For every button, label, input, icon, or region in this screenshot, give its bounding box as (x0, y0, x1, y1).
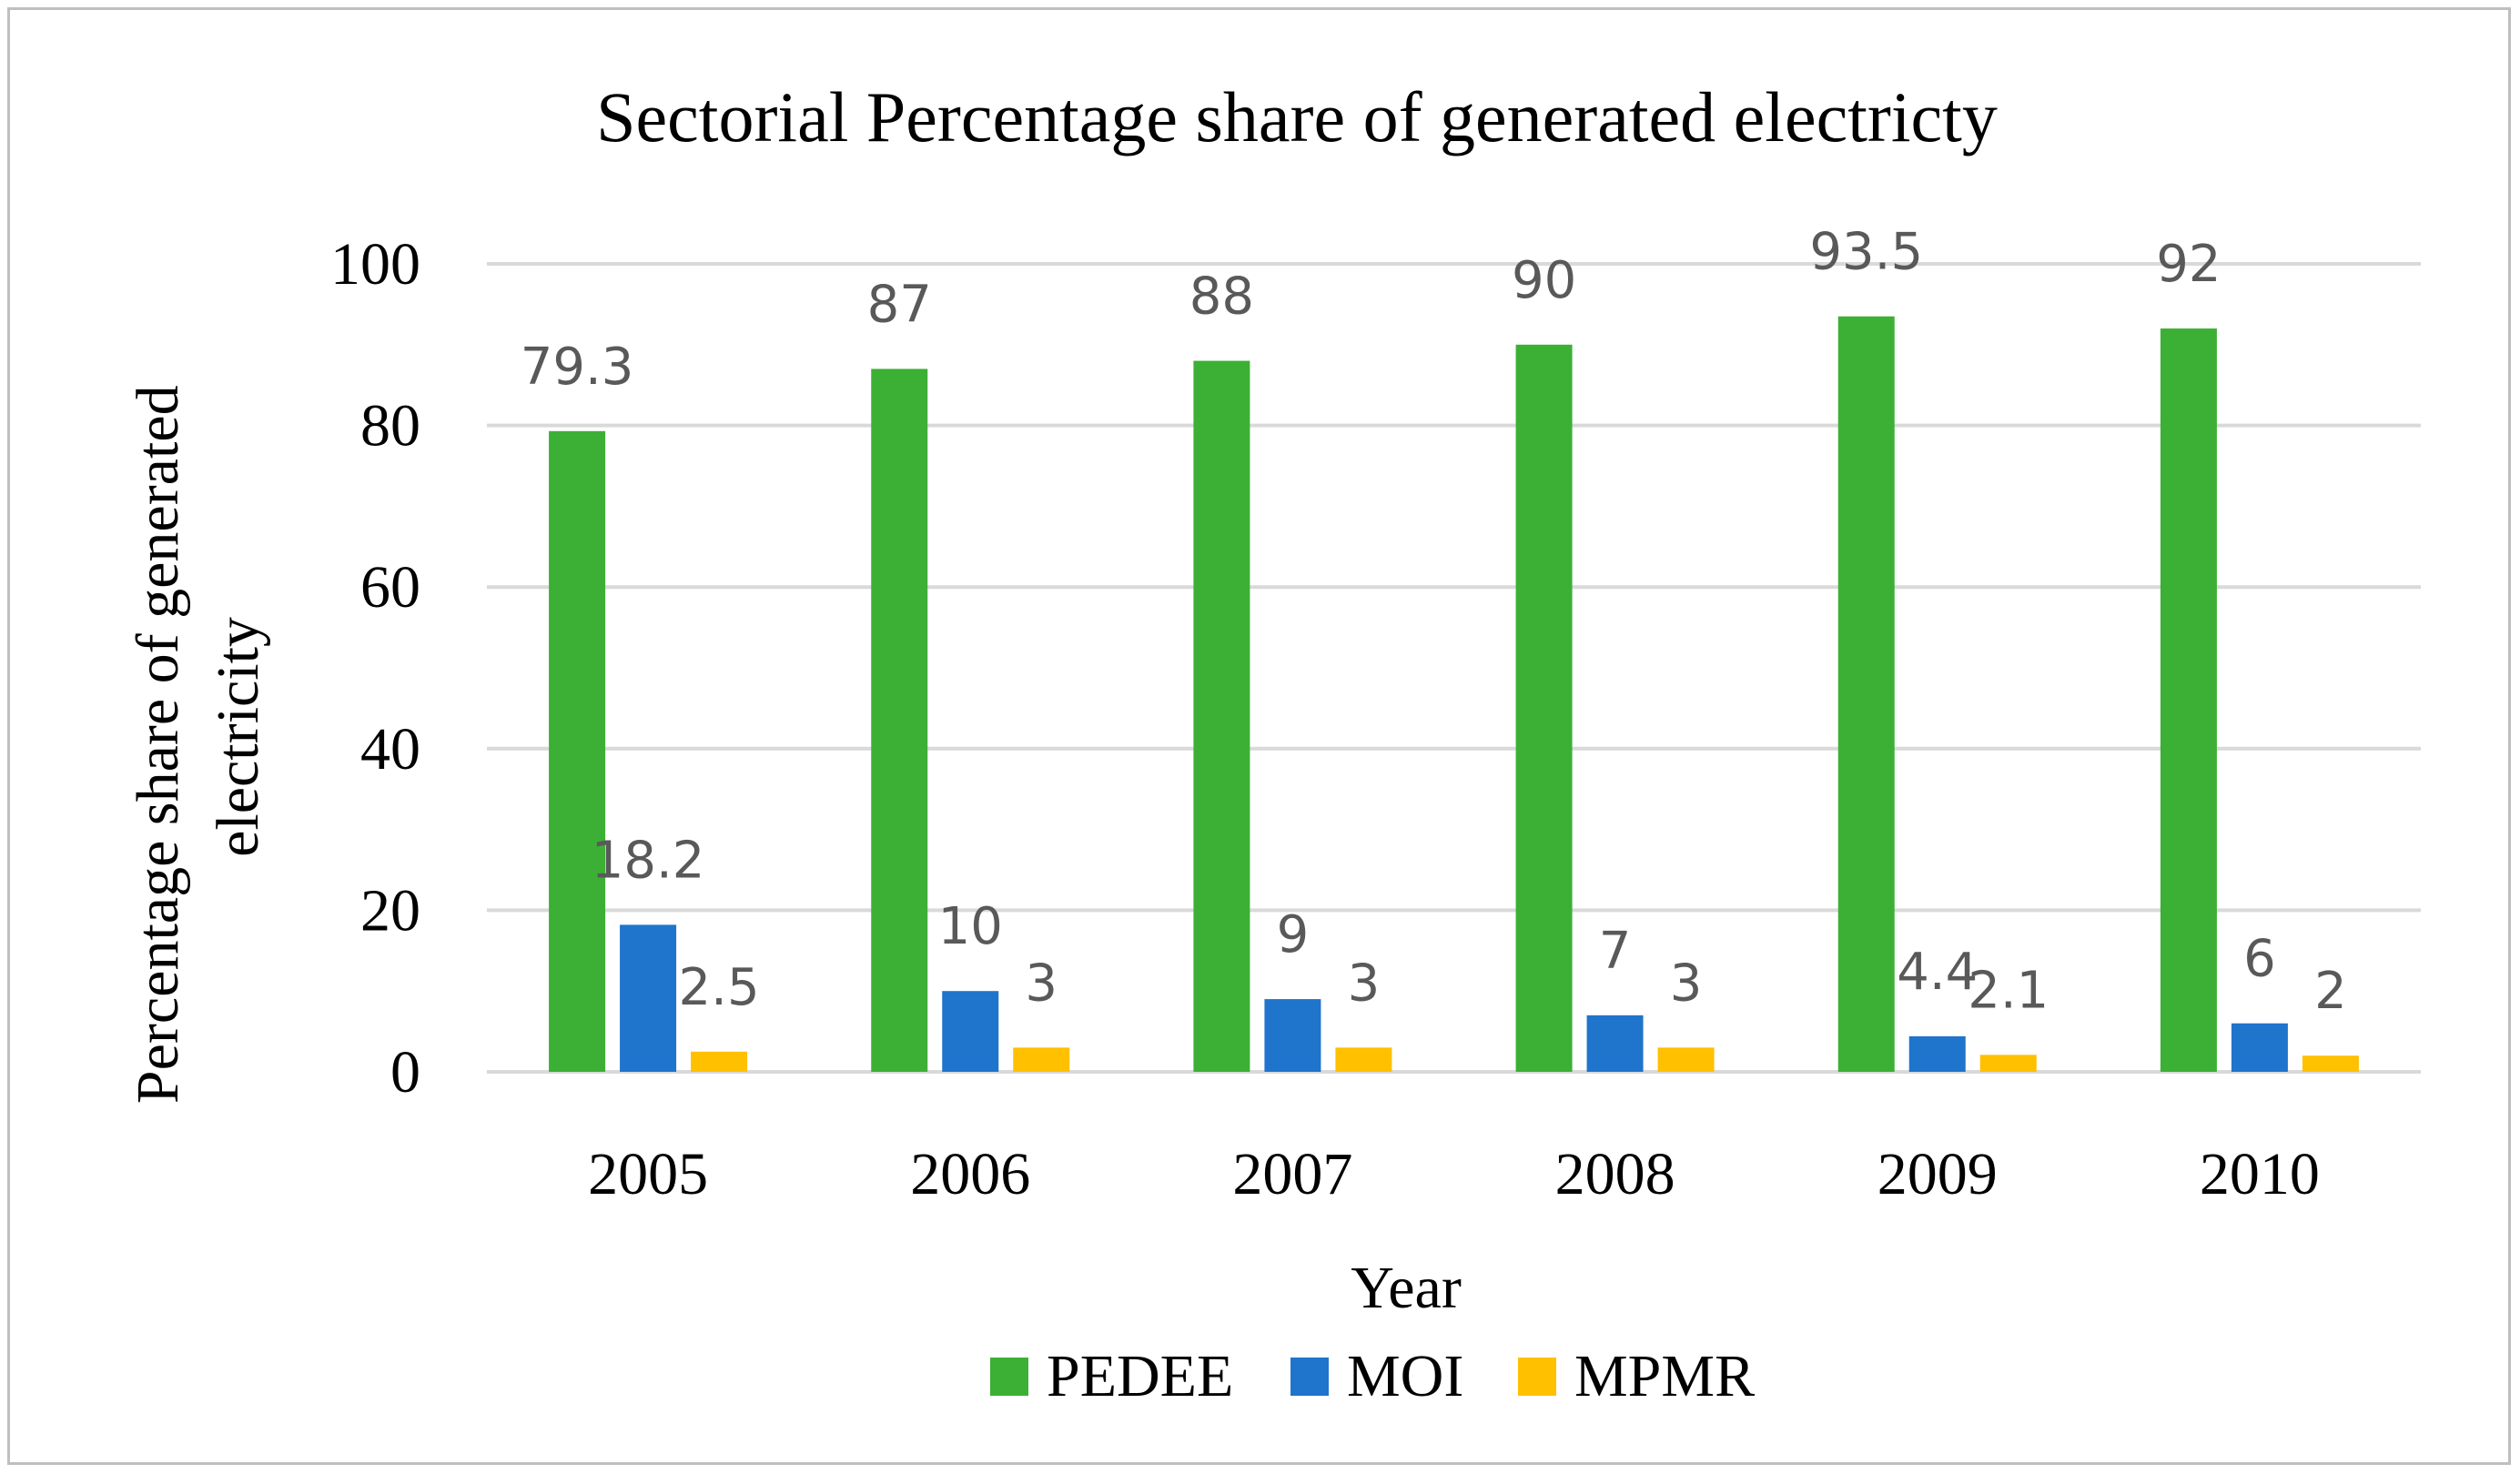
data-label: 18.2 (592, 831, 705, 890)
legend-swatch-moi (1290, 1358, 1329, 1396)
data-label: 3 (1670, 954, 1703, 1013)
y-axis-ticks: 0 20 40 60 80 100 (330, 231, 420, 1106)
bar-moi-2008 (1586, 1015, 1644, 1072)
y-tick-label: 0 (390, 1039, 420, 1106)
x-tick-label: 2008 (1555, 1141, 1675, 1207)
bar-mpmr-2010 (2302, 1055, 2359, 1072)
chart-title: Sectorial Percentage share of generated … (596, 77, 1998, 156)
x-tick-label: 2005 (588, 1141, 708, 1207)
bar-moi-2006 (942, 991, 999, 1072)
bar-pedee-2005 (549, 430, 606, 1072)
data-label: 9 (1277, 905, 1310, 964)
legend-swatch-pedee (990, 1358, 1028, 1396)
bars (549, 316, 2359, 1073)
bar-mpmr-2009 (1979, 1055, 2037, 1072)
data-label: 2 (2314, 962, 2347, 1021)
bar-pedee-2010 (2160, 328, 2217, 1072)
data-label: 7 (1599, 922, 1632, 981)
bar-moi-2007 (1264, 999, 1321, 1072)
bar-pedee-2006 (871, 368, 928, 1072)
bar-pedee-2007 (1193, 360, 1250, 1072)
data-label: 88 (1189, 268, 1254, 327)
legend-swatch-mpmr (1518, 1358, 1556, 1396)
bar-moi-2009 (1908, 1035, 1966, 1072)
data-label: 2.5 (679, 958, 760, 1017)
legend-label-pedee: PEDEE (1047, 1343, 1233, 1409)
x-axis-ticks: 2005 2006 2007 2008 2009 2010 (588, 1141, 2320, 1207)
data-label: 3 (1025, 954, 1058, 1013)
y-axis-title-line-1: Percentage share of generated (125, 385, 191, 1104)
data-label: 79.3 (521, 338, 634, 397)
y-tick-label: 60 (360, 554, 420, 621)
y-tick-label: 20 (360, 877, 420, 944)
bar-mpmr-2007 (1335, 1047, 1392, 1072)
legend-label-mpmr: MPMR (1574, 1343, 1755, 1409)
y-axis-title: Percentage share of generated electricit… (125, 370, 271, 1104)
legend-label-moi: MOI (1347, 1343, 1463, 1409)
bar-mpmr-2006 (1013, 1047, 1070, 1072)
x-tick-label: 2009 (1877, 1141, 1998, 1207)
y-tick-label: 80 (360, 393, 420, 459)
data-label: 90 (1512, 251, 1576, 310)
bar-mpmr-2005 (691, 1051, 748, 1072)
data-label: 92 (2156, 235, 2221, 294)
x-axis-title: Year (1351, 1255, 1462, 1321)
bar-mpmr-2008 (1657, 1047, 1715, 1072)
data-label: 4.4 (1897, 943, 1978, 1002)
data-label: 6 (2243, 930, 2276, 989)
data-label: 87 (867, 275, 932, 334)
data-label: 93.5 (1809, 223, 1923, 282)
x-tick-label: 2007 (1232, 1141, 1352, 1207)
bar-pedee-2008 (1515, 344, 1573, 1072)
y-axis-title-line-2: electricity (205, 617, 271, 857)
data-label: 3 (1348, 954, 1381, 1013)
data-label: 10 (938, 897, 1003, 956)
gridlines (487, 262, 2421, 1074)
bar-moi-2010 (2231, 1023, 2288, 1072)
legend: PEDEE MOI MPMR (990, 1343, 1755, 1409)
data-label: 2.1 (1968, 961, 2049, 1020)
bar-pedee-2009 (1837, 316, 1895, 1073)
y-tick-label: 100 (330, 231, 420, 298)
chart-frame (7, 7, 2511, 1465)
x-tick-label: 2010 (2200, 1141, 2320, 1207)
bar-moi-2005 (620, 924, 677, 1072)
y-tick-label: 40 (360, 716, 420, 782)
x-tick-label: 2006 (910, 1141, 1030, 1207)
